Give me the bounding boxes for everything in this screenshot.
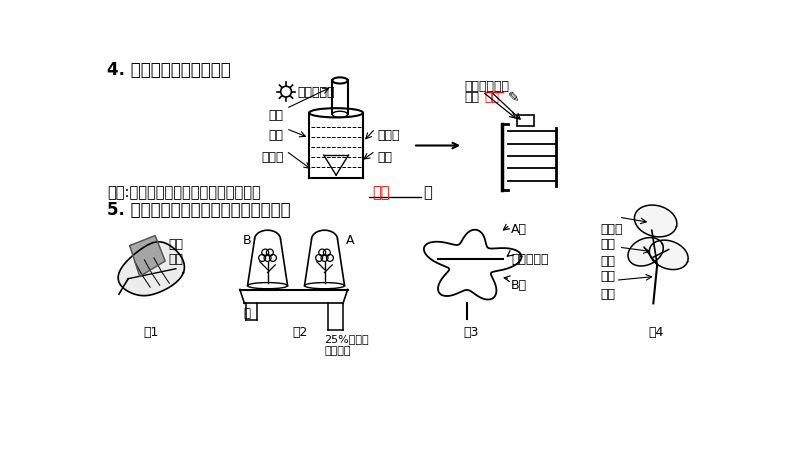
Text: 木条: 木条 <box>464 91 480 104</box>
Text: 试管: 试管 <box>268 109 283 122</box>
Text: B区: B区 <box>511 279 527 292</box>
Polygon shape <box>628 238 663 266</box>
Text: 烧杯: 烧杯 <box>268 128 283 141</box>
Text: 漏斗: 漏斗 <box>377 151 392 164</box>
Text: 非绿色
部分: 非绿色 部分 <box>600 223 622 251</box>
Text: A: A <box>346 234 355 247</box>
Bar <box>517 115 534 126</box>
Text: 自来水: 自来水 <box>377 128 399 141</box>
Text: 结论:金鱼藻在光下进行光合作用释放了: 结论:金鱼藻在光下进行光合作用释放了 <box>107 185 261 201</box>
Text: 绿色
部分: 绿色 部分 <box>600 255 615 283</box>
Text: 不透
光纸: 不透 光纸 <box>168 238 183 266</box>
Text: 图2: 图2 <box>292 326 307 339</box>
Text: 氧气: 氧气 <box>372 185 390 201</box>
Text: 水: 水 <box>243 307 250 320</box>
Text: 图4: 图4 <box>648 326 663 339</box>
Text: B: B <box>243 234 252 247</box>
Text: 4. 金鱼藻在光下产生氧气: 4. 金鱼藻在光下产生氧气 <box>107 61 231 79</box>
Text: 收集的气体: 收集的气体 <box>298 86 335 99</box>
Polygon shape <box>649 240 688 269</box>
Text: 金鱼藻: 金鱼藻 <box>261 151 283 164</box>
Text: 图3: 图3 <box>463 326 479 339</box>
Text: 图1: 图1 <box>144 326 159 339</box>
Polygon shape <box>118 242 184 295</box>
Polygon shape <box>634 205 676 237</box>
Text: 复燃: 复燃 <box>484 91 499 104</box>
Polygon shape <box>129 236 165 277</box>
Ellipse shape <box>332 77 348 84</box>
Polygon shape <box>424 230 522 299</box>
Text: ✎: ✎ <box>508 91 519 105</box>
Text: A区: A区 <box>511 223 527 236</box>
Text: 25%的氢氧
化钠溶液: 25%的氢氧 化钠溶液 <box>325 334 369 356</box>
Text: 主叶脉剪断: 主叶脉剪断 <box>511 252 549 265</box>
Text: 。: 。 <box>423 185 432 201</box>
Text: 快要熄灭的细: 快要熄灭的细 <box>464 80 510 93</box>
Text: 叶片: 叶片 <box>600 288 615 301</box>
Text: 5. 有关光合作用的几个探究实验的比较: 5. 有关光合作用的几个探究实验的比较 <box>107 201 291 219</box>
